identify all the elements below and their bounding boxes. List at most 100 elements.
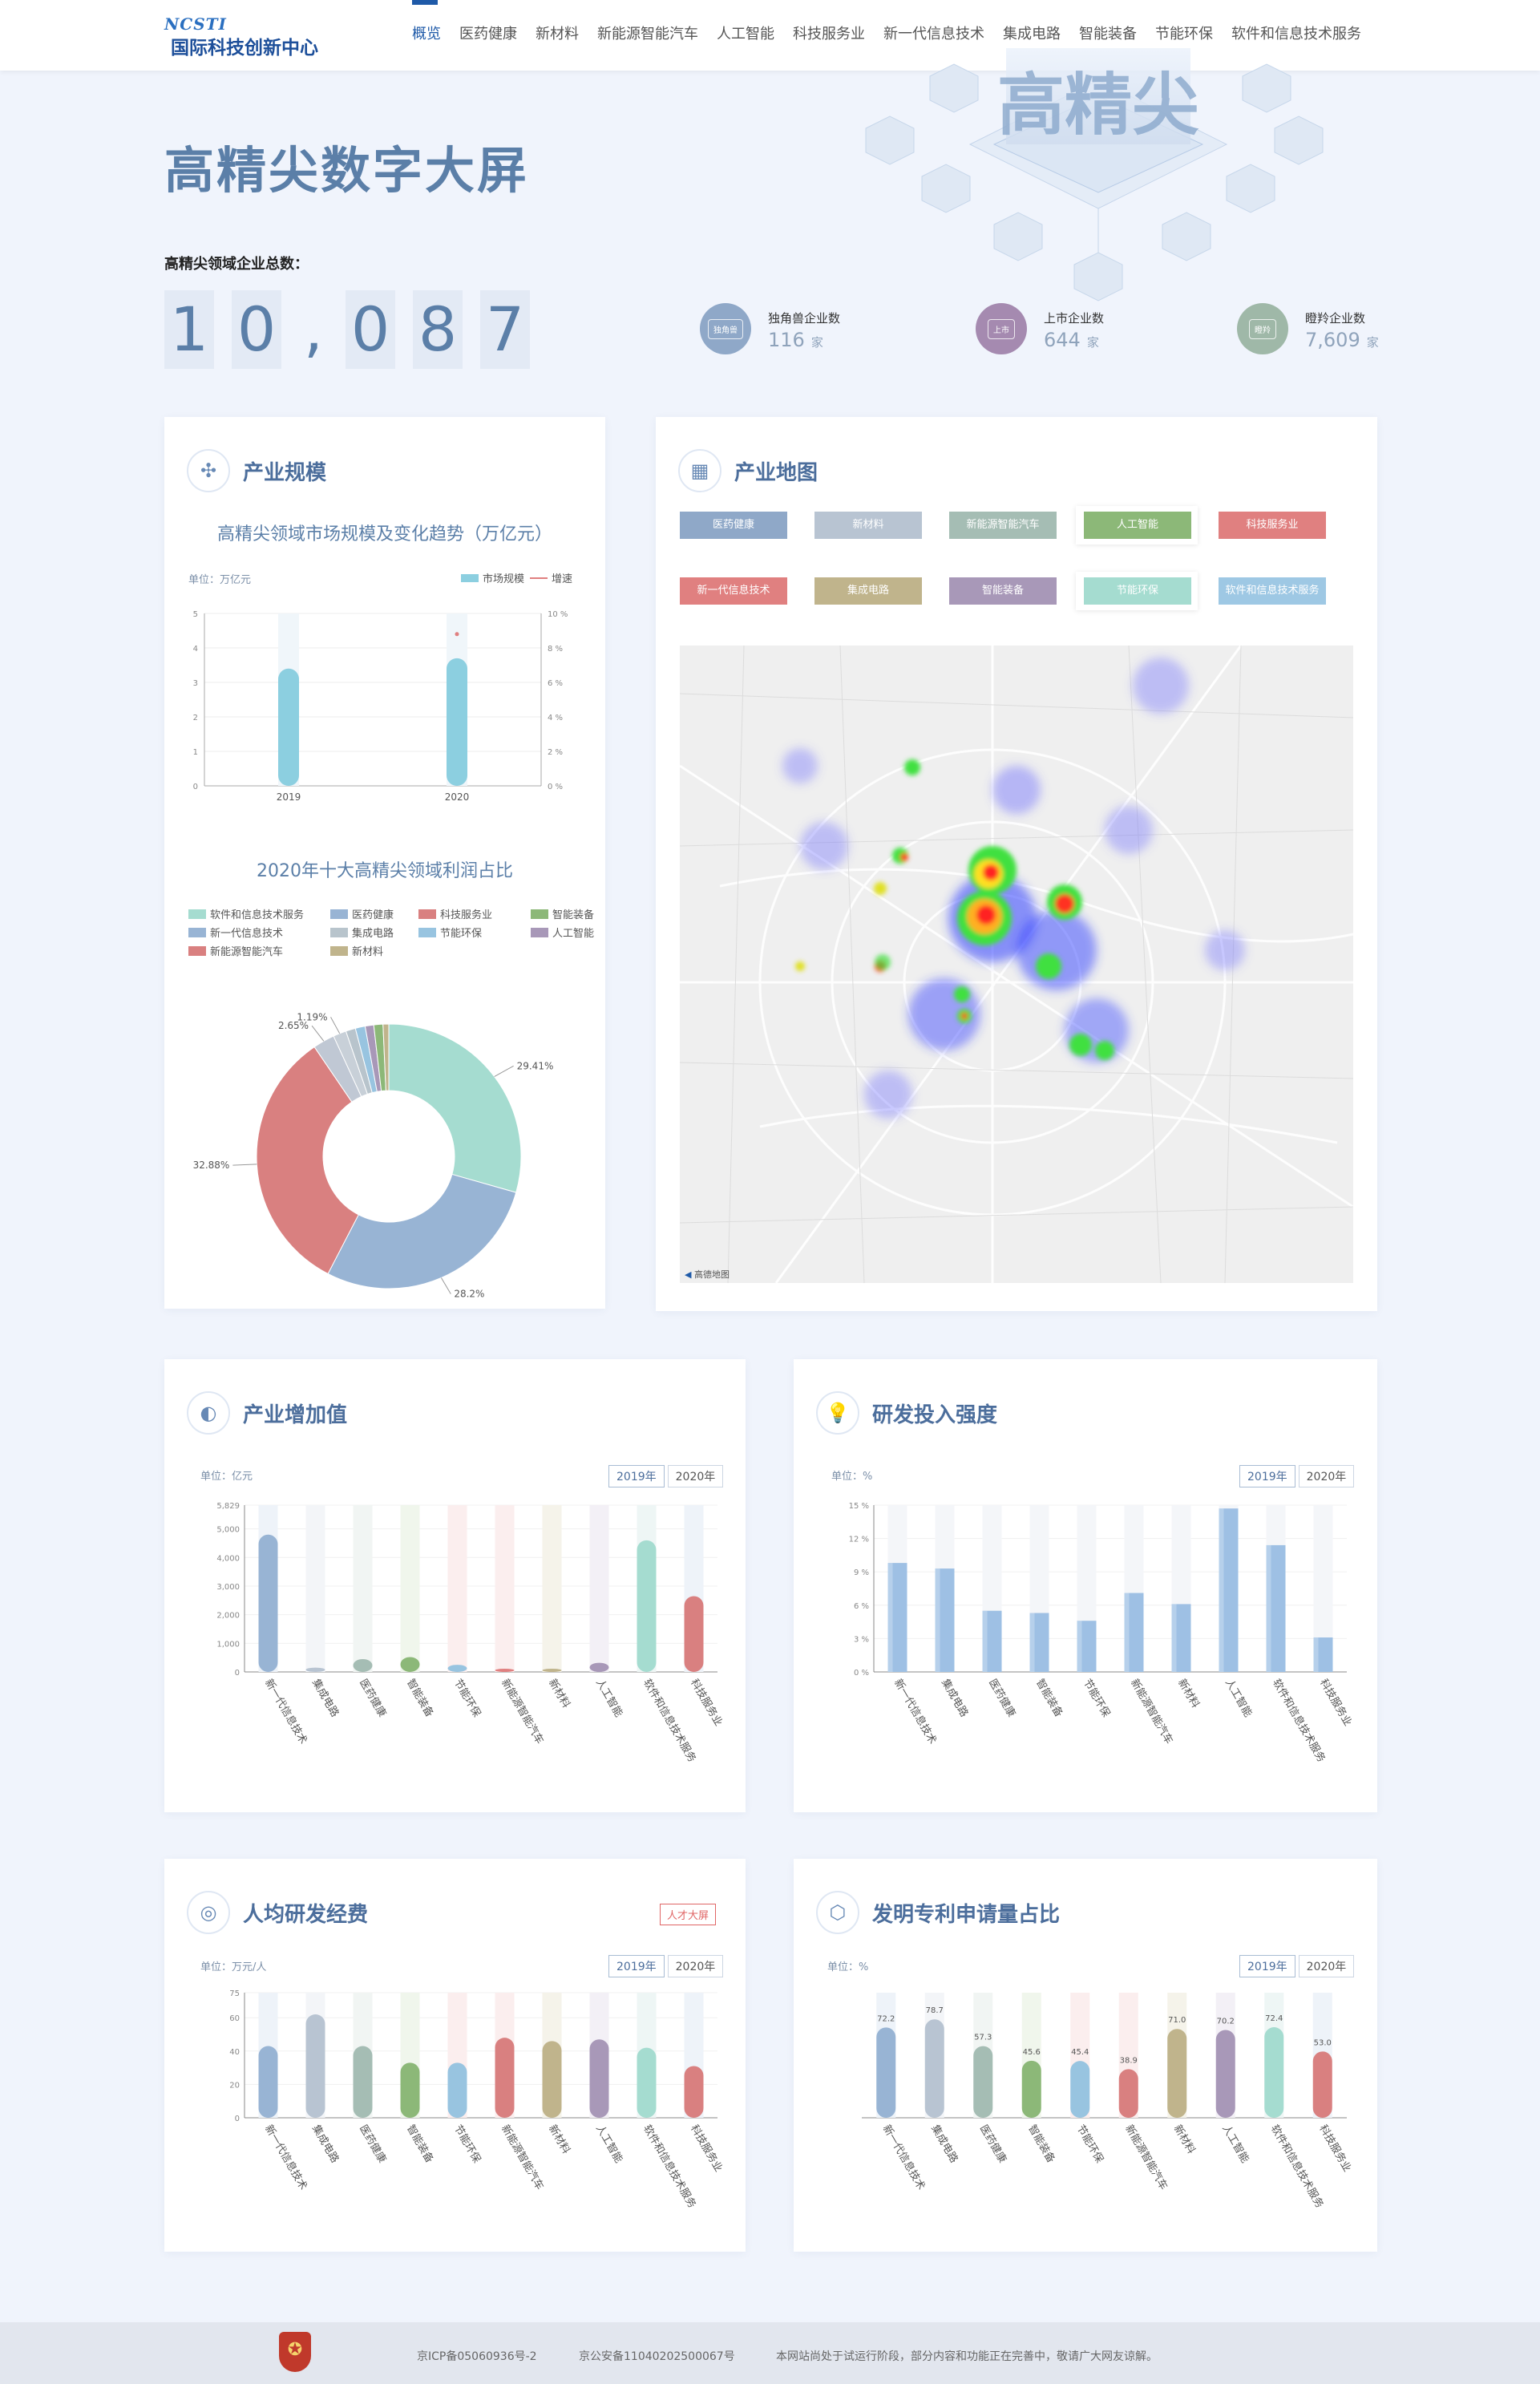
nav-item[interactable]: 科技服务业 [793, 26, 865, 42]
bar [1077, 1621, 1097, 1672]
card-title: 研发投入强度 [872, 1402, 998, 1427]
map-filter-tag[interactable]: 医药健康 [680, 512, 787, 539]
map-filter-tag[interactable]: 节能环保 [1084, 577, 1191, 605]
x-tick-label: 人工智能 [1219, 2123, 1251, 2166]
pie-legend-item[interactable]: 新能源智能汽车 [188, 943, 283, 958]
map-filter-tag[interactable]: 新能源智能汽车 [949, 512, 1057, 539]
pie-label: 2.65% [278, 1020, 309, 1031]
site-logo[interactable]: NCSTI 国际科技创新中心 [164, 14, 349, 59]
nav-item[interactable]: 新一代信息技术 [883, 26, 984, 42]
pie-label: 1.19% [297, 1011, 327, 1022]
pie-label-line [311, 1025, 325, 1042]
pie-slice [327, 1173, 517, 1289]
stat-label: 上市企业数 [1044, 311, 1105, 326]
nav-item[interactable]: 新材料 [536, 26, 579, 42]
bar [305, 2014, 325, 2118]
site-notice: 本网站尚处于试运行阶段，部分内容和功能正在完善中，敬请广大网友谅解。 [776, 2350, 1158, 2363]
bar-highlight [1171, 1604, 1177, 1672]
stat-label: 瞪羚企业数 [1305, 311, 1366, 326]
market-scale-chart: 0 0 % 1 2 % 2 4 % 3 6 % 4 8 % 5 10 % 2019 2020 [193, 610, 568, 803]
pie-legend-item[interactable]: 人工智能 [531, 925, 594, 940]
year-2019-button[interactable]: 2019年 [608, 1465, 665, 1487]
police-record-link[interactable]: 京公安备11040202500067号 [579, 2350, 735, 2363]
y-tick-label: 5,829 [216, 1502, 240, 1511]
bar-value-label: 57.3 [974, 2034, 992, 2042]
pie-legend-item[interactable]: 智能装备 [531, 906, 594, 921]
icp-link[interactable]: 京ICP备05060936号-2 [417, 2350, 537, 2363]
pie-legend-item[interactable]: 新材料 [330, 943, 383, 958]
map-filter-tag[interactable]: 新一代信息技术 [680, 577, 787, 605]
map-filter-tag[interactable]: 智能装备 [949, 577, 1057, 605]
main-menu: 概览医药健康 新材料 新能源智能汽车 人工智能 科技服务业 新一代信息技术 集成电路 智能装备… [412, 0, 1380, 43]
pie-slice [382, 1023, 390, 1091]
bar [542, 2041, 562, 2118]
y-tick-label: 3 [193, 679, 198, 688]
gov-emblem-icon[interactable]: ✪ [279, 2332, 311, 2372]
bar [400, 1657, 420, 1672]
pie-legend-item[interactable]: 集成电路 [330, 925, 394, 940]
pie-legend-item[interactable]: 软件和信息技术服务 [188, 906, 304, 921]
legend-growth[interactable]: 增速 [530, 570, 572, 585]
year-2020-button[interactable]: 2020年 [667, 1955, 724, 1977]
legend-market-scale[interactable]: 市场规模 [461, 570, 524, 585]
y-tick-label: 12 % [849, 1536, 869, 1544]
bar [1118, 2069, 1138, 2118]
stat-value: 644 家 [1044, 329, 1099, 351]
x-tick-label: 新材料 [546, 1677, 572, 1710]
bar [1171, 1604, 1191, 1672]
bar-highlight [1219, 1508, 1224, 1672]
coins-icon: ◎ [187, 1891, 230, 1934]
bar [1264, 2027, 1284, 2118]
pie-slice [388, 1023, 522, 1193]
map-filter-tag[interactable]: 人工智能 [1084, 512, 1191, 539]
y-tick-label: 5 [193, 610, 198, 619]
counter-separator: , [303, 293, 324, 365]
y2-tick-label: 4 % [548, 714, 563, 722]
bar [589, 2039, 609, 2118]
card-header: ⬡ 发明专利申请量占比 [816, 1891, 1060, 1934]
x-tick-label: 科技服务业 [688, 1677, 725, 1728]
pie-legend-item[interactable]: 医药健康 [330, 906, 394, 921]
year-2019-button[interactable]: 2019年 [1239, 1465, 1295, 1487]
pie-legend-item[interactable]: 节能环保 [418, 925, 482, 940]
year-2019-button[interactable]: 2019年 [608, 1955, 665, 1977]
x-tick-label: 人工智能 [1223, 1678, 1254, 1720]
pie-legend-item[interactable]: 科技服务业 [418, 906, 492, 921]
x-tick-label: 节能环保 [451, 1678, 483, 1720]
nav-item[interactable]: 概览 [412, 0, 441, 43]
x-tick-label: 2019 [277, 791, 301, 803]
pie-label-line [441, 1277, 451, 1294]
year-2019-button[interactable]: 2019年 [1239, 1955, 1295, 1977]
talent-screen-link[interactable]: 人才大屏 [660, 1904, 717, 1925]
map-filter-tag[interactable]: 软件和信息技术服务 [1219, 577, 1326, 605]
nav-item[interactable]: 节能环保 [1155, 26, 1213, 42]
year-2020-button[interactable]: 2020年 [667, 1465, 724, 1487]
logo-name: 国际科技创新中心 [171, 38, 318, 59]
year-2020-button[interactable]: 2020年 [1298, 1465, 1355, 1487]
nav-item[interactable]: 医药健康 [459, 26, 517, 42]
bar-value-label: 45.4 [1071, 2048, 1089, 2057]
y-tick-label: 75 [229, 1989, 240, 1998]
bar-bg [305, 1505, 325, 1672]
bar [1124, 1593, 1144, 1672]
card-header: ◎ 人均研发经费 [187, 1891, 368, 1934]
card-header: 💡 研发投入强度 [816, 1391, 997, 1435]
bar [935, 1568, 955, 1672]
nav-item[interactable]: 人工智能 [717, 26, 774, 42]
map-filter-tag[interactable]: 集成电路 [814, 577, 922, 605]
year-2020-button[interactable]: 2020年 [1298, 1955, 1355, 1977]
map-filter-tag[interactable]: 新材料 [814, 512, 922, 539]
nav-item[interactable]: 软件和信息技术服务 [1231, 26, 1361, 42]
pie-legend-item[interactable]: 新一代信息技术 [188, 925, 283, 940]
bar-bg [589, 1505, 609, 1672]
heatmap[interactable]: ◀ 高德地图 [680, 646, 1353, 1283]
added-value-chart: 0 1,000 2,000 3,000 4,000 5,000 5,829 新一代信息技术 集成… [216, 1502, 725, 1764]
x-tick-label: 集成电路 [309, 1677, 342, 1719]
bar-highlight [887, 1563, 893, 1672]
bar-highlight [1124, 1593, 1130, 1672]
nav-item[interactable]: 智能装备 [1079, 26, 1137, 42]
map-filter-tag[interactable]: 科技服务业 [1219, 512, 1326, 539]
x-tick-label: 智能装备 [404, 1677, 436, 1719]
nav-item[interactable]: 集成电路 [1003, 26, 1061, 42]
nav-item[interactable]: 新能源智能汽车 [597, 26, 698, 42]
